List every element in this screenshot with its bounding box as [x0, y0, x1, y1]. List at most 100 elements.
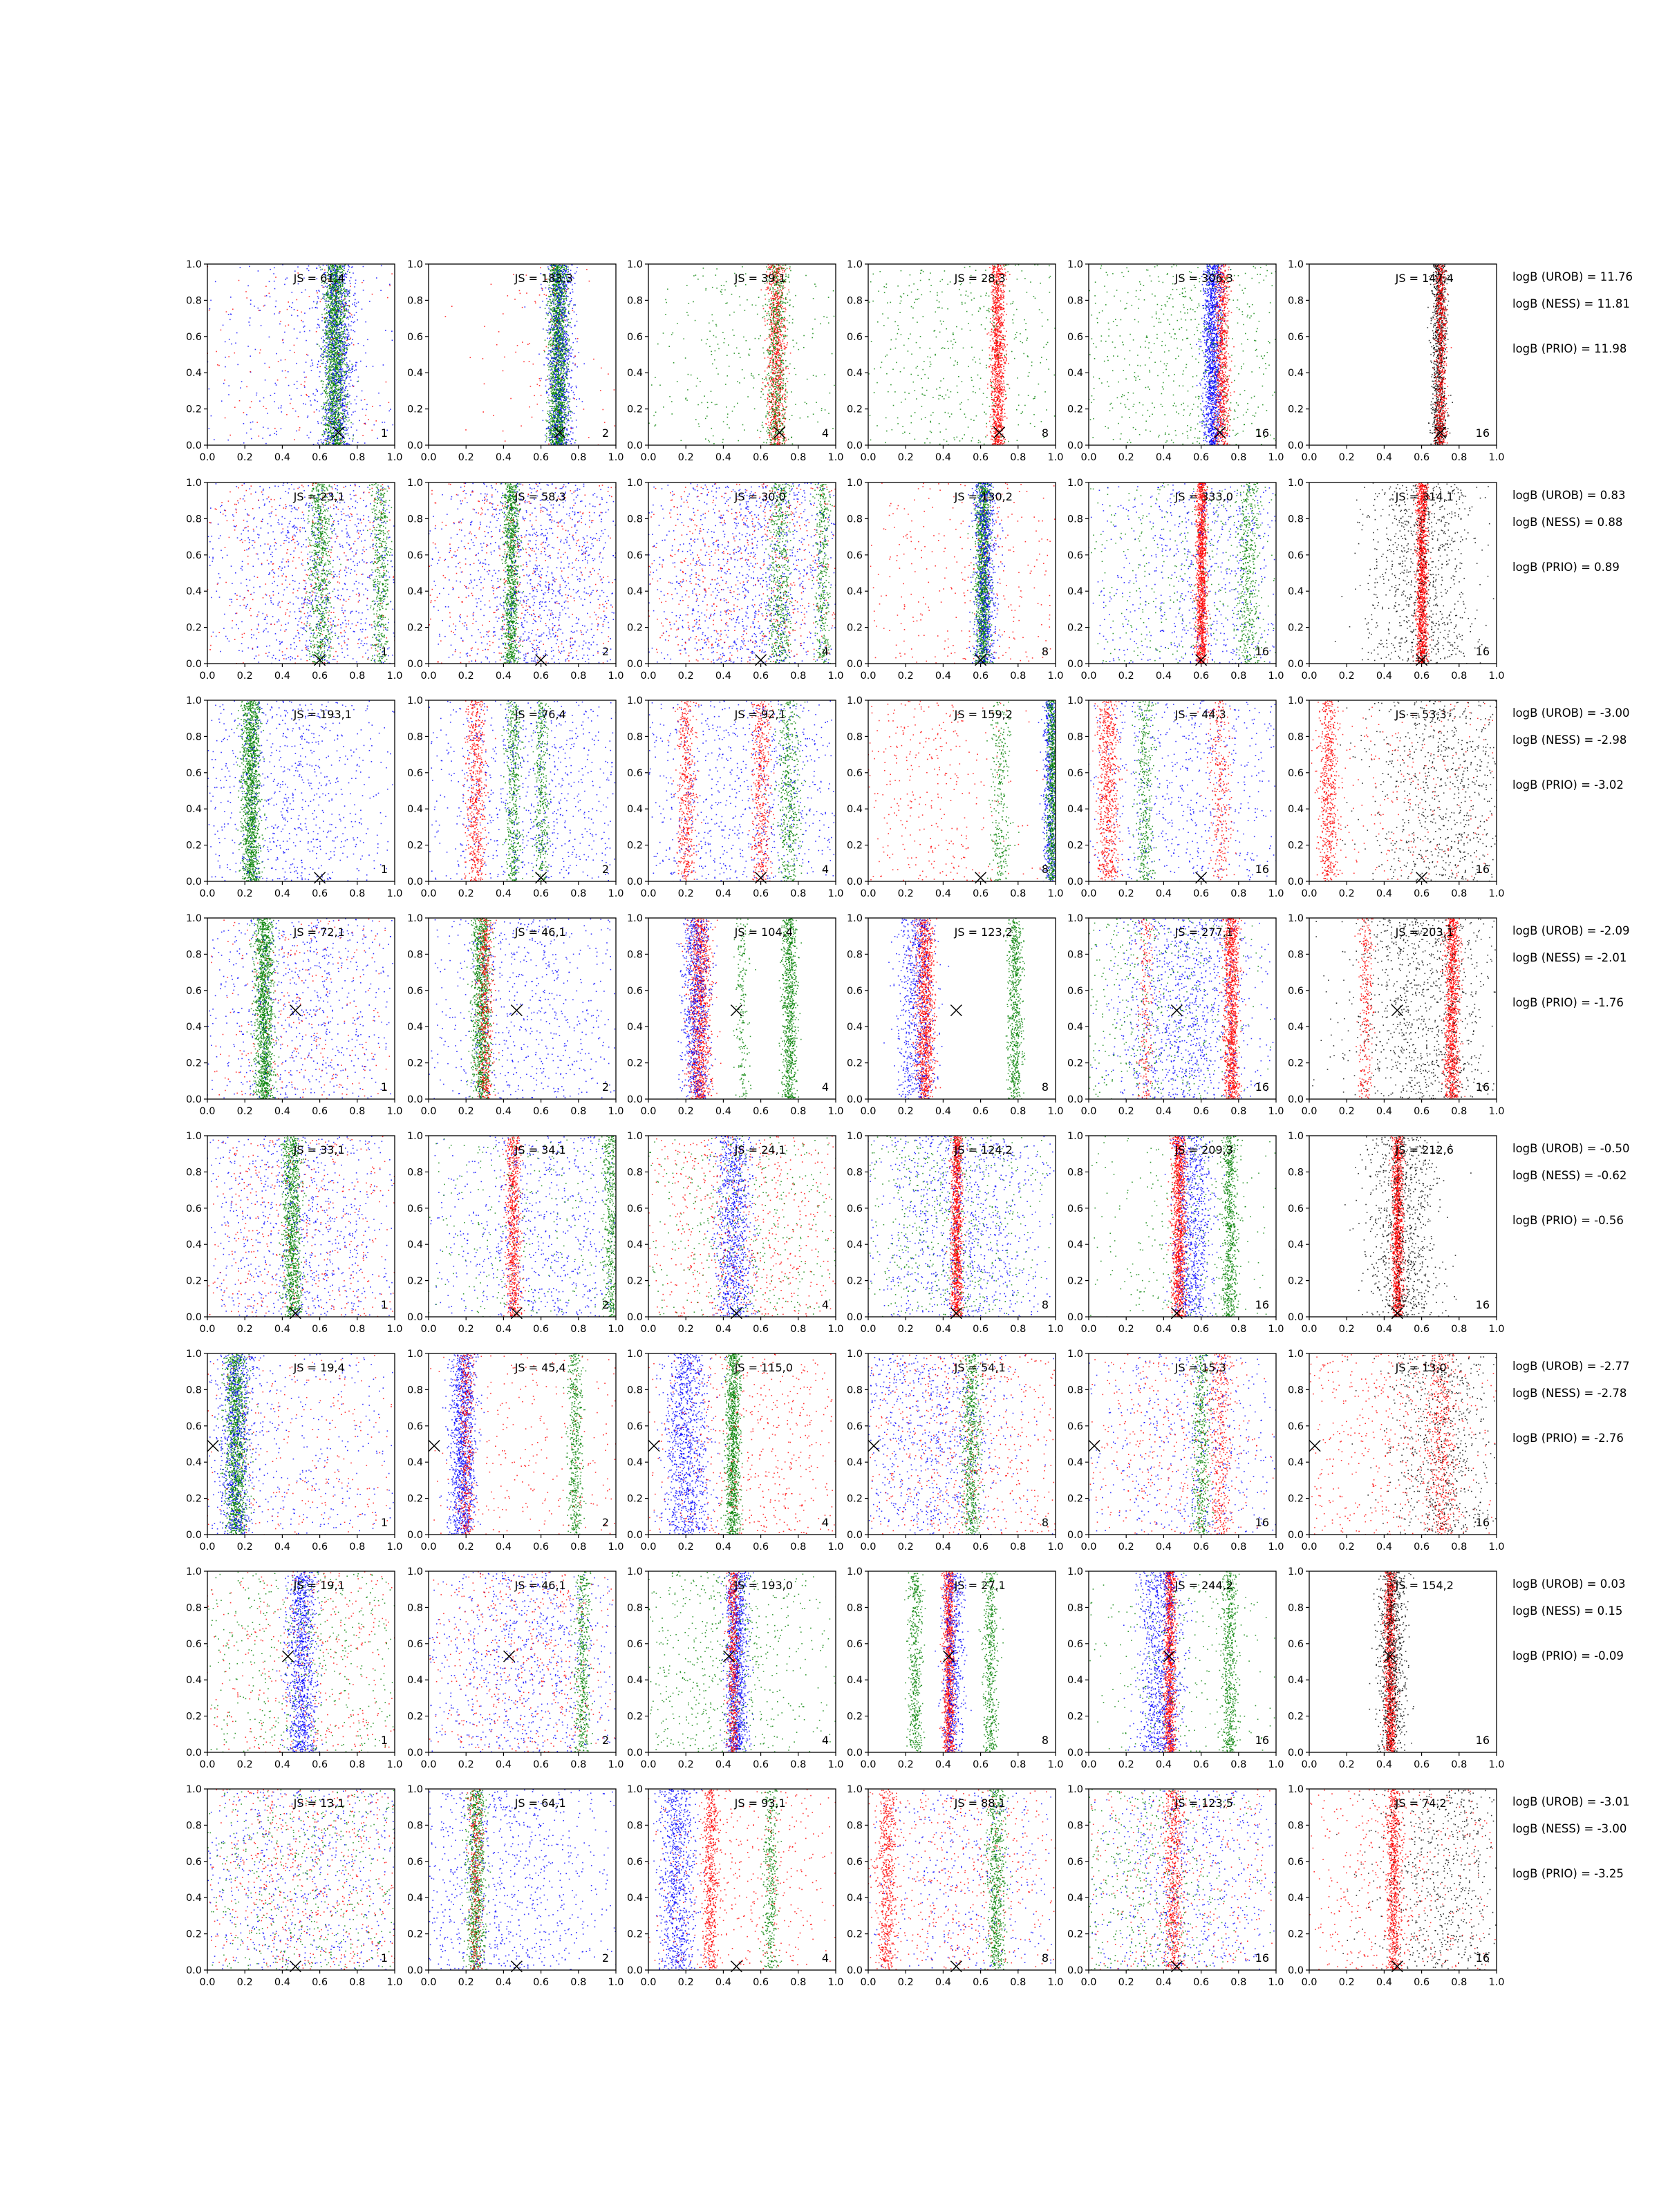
data-point — [339, 350, 341, 351]
data-point — [246, 433, 247, 434]
data-point — [291, 307, 292, 308]
data-point — [556, 420, 557, 422]
data-point — [317, 366, 319, 368]
data-point — [328, 301, 330, 302]
data-point — [346, 348, 347, 350]
data-point — [341, 423, 342, 424]
data-point — [344, 422, 345, 423]
data-point — [337, 398, 338, 400]
data-point — [554, 410, 556, 411]
data-point — [341, 355, 342, 357]
data-point — [559, 395, 561, 396]
data-point — [337, 352, 338, 353]
data-point — [332, 378, 334, 379]
data-point — [330, 382, 332, 383]
data-point — [339, 308, 341, 310]
data-point — [323, 298, 324, 299]
data-point — [570, 418, 572, 419]
data-point — [320, 270, 321, 271]
data-point — [548, 287, 550, 288]
data-point — [252, 422, 254, 423]
data-point — [329, 308, 330, 309]
data-point — [209, 308, 211, 310]
data-point — [550, 376, 552, 377]
data-point — [546, 433, 547, 434]
data-point — [349, 290, 350, 291]
data-point — [324, 416, 326, 418]
data-point — [336, 304, 337, 306]
data-point — [352, 317, 353, 318]
data-point — [330, 416, 332, 418]
data-point — [349, 316, 350, 317]
data-point — [559, 308, 560, 309]
data-point — [336, 344, 337, 346]
data-point — [308, 438, 310, 439]
data-point — [325, 370, 326, 371]
data-point — [349, 292, 350, 293]
data-point — [318, 298, 319, 299]
data-point — [337, 346, 339, 347]
data-point — [563, 407, 564, 409]
data-point — [557, 310, 559, 311]
data-point — [331, 401, 332, 402]
data-point — [339, 268, 341, 269]
data-point — [328, 321, 329, 323]
data-point — [335, 368, 337, 370]
data-point — [306, 377, 307, 378]
data-point — [355, 299, 356, 301]
data-point — [285, 279, 287, 280]
data-point — [553, 410, 554, 411]
data-point — [357, 319, 358, 321]
data-point — [342, 418, 344, 419]
data-point — [317, 390, 318, 391]
data-point — [321, 363, 323, 364]
data-point — [562, 266, 563, 268]
data-point — [332, 332, 333, 333]
data-point — [333, 435, 335, 436]
data-point — [553, 360, 554, 362]
data-point — [334, 330, 335, 332]
data-point — [343, 317, 344, 319]
data-point — [349, 408, 350, 409]
data-point — [225, 341, 226, 343]
x-tick-label: 0.6 — [312, 452, 328, 463]
data-point — [334, 424, 335, 426]
data-point — [342, 303, 344, 304]
data-point — [259, 353, 261, 354]
data-point — [303, 403, 304, 404]
data-point — [564, 419, 565, 420]
data-point — [319, 411, 320, 412]
data-point — [554, 355, 555, 357]
data-point — [330, 285, 332, 287]
data-point — [563, 349, 565, 350]
data-point — [344, 375, 345, 377]
data-point — [332, 380, 334, 382]
data-point — [561, 356, 563, 357]
data-point — [247, 346, 249, 347]
data-point — [355, 331, 356, 332]
data-point — [338, 369, 339, 371]
data-point — [550, 406, 552, 407]
data-point — [308, 355, 309, 356]
data-point — [332, 377, 333, 378]
data-point — [348, 293, 349, 294]
data-point — [328, 304, 329, 306]
data-point — [351, 414, 353, 415]
data-point — [339, 424, 340, 425]
data-point — [332, 374, 333, 375]
data-point — [339, 334, 341, 335]
data-point — [330, 359, 332, 361]
data-point — [546, 435, 547, 437]
data-point — [318, 319, 319, 320]
data-point — [550, 418, 552, 420]
data-point — [351, 342, 353, 344]
data-point — [561, 402, 563, 404]
data-point — [328, 348, 329, 350]
data-point — [556, 310, 558, 312]
data-point — [336, 410, 337, 411]
data-point — [563, 304, 565, 306]
data-point — [330, 305, 332, 306]
data-point — [337, 298, 339, 299]
data-point — [336, 297, 337, 298]
data-point — [340, 371, 341, 373]
